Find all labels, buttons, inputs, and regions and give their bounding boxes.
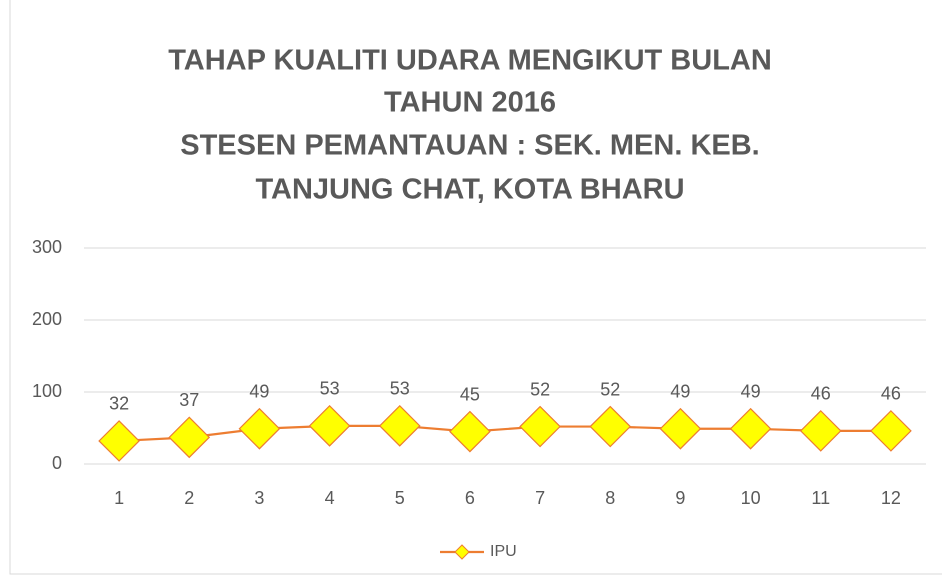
data-label: 52 xyxy=(530,379,550,399)
marker xyxy=(308,404,351,447)
y-tick-label: 100 xyxy=(32,381,62,401)
x-tick-label: 6 xyxy=(465,488,475,508)
x-tick-label: 2 xyxy=(184,488,194,508)
marker xyxy=(729,407,772,450)
y-tick-label: 200 xyxy=(32,309,62,329)
series-line xyxy=(119,424,891,443)
x-tick-label: 11 xyxy=(811,488,830,508)
y-tick-label: 0 xyxy=(52,453,62,473)
legend-label: IPU xyxy=(490,543,517,560)
data-label: 45 xyxy=(460,384,480,404)
x-tick-label: 12 xyxy=(881,488,901,508)
marker xyxy=(519,405,561,448)
data-label: 46 xyxy=(881,384,901,404)
y-tick-label: 300 xyxy=(32,237,62,257)
chart-title: TAHUN 2016 xyxy=(384,87,556,119)
data-label: 52 xyxy=(600,379,620,399)
marker xyxy=(870,410,912,452)
data-label: 49 xyxy=(249,381,269,401)
chart-title: STESEN PEMANTAUAN : SEK. MEN. KEB. xyxy=(180,130,760,162)
legend-marker xyxy=(454,544,470,560)
marker xyxy=(168,416,211,459)
data-label: 37 xyxy=(179,390,199,410)
marker xyxy=(799,410,842,452)
chart-title: TAHAP KUALITI UDARA MENGIKUT BULAN xyxy=(168,45,772,77)
x-tick-label: 8 xyxy=(605,488,615,508)
data-label: 32 xyxy=(109,394,129,414)
x-tick-label: 3 xyxy=(254,488,264,508)
x-tick-label: 9 xyxy=(675,488,685,508)
data-label: 53 xyxy=(320,379,340,399)
data-label: 49 xyxy=(670,381,690,401)
marker xyxy=(659,407,702,450)
x-tick-label: 1 xyxy=(114,488,124,508)
marker xyxy=(589,405,632,448)
data-label: 53 xyxy=(390,379,410,399)
chart-border xyxy=(9,0,942,575)
marker xyxy=(378,404,421,447)
marker xyxy=(98,420,140,462)
x-tick-label: 4 xyxy=(325,488,335,508)
marker xyxy=(238,407,281,450)
x-tick-label: 5 xyxy=(395,488,405,508)
chart-title: TANJUNG CHAT, KOTA BHARU xyxy=(255,174,684,206)
marker xyxy=(449,410,491,453)
x-tick-label: 10 xyxy=(741,488,761,508)
data-label: 46 xyxy=(811,384,831,404)
x-tick-label: 7 xyxy=(535,488,545,508)
data-label: 49 xyxy=(741,381,761,401)
